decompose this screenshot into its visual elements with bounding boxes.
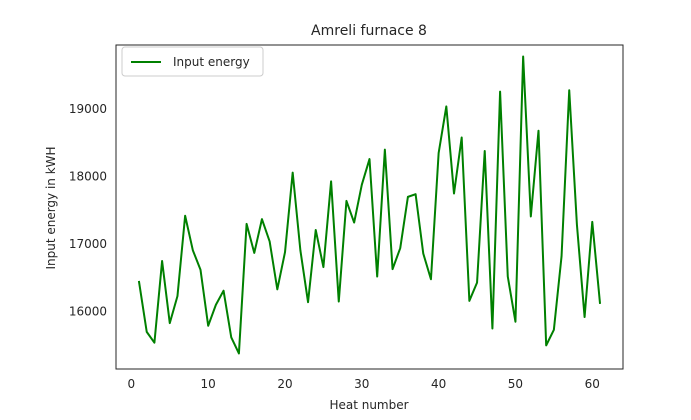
chart-title: Amreli furnace 8 bbox=[311, 23, 427, 39]
x-tick-label: 60 bbox=[585, 377, 600, 391]
plot-frame bbox=[115, 44, 624, 370]
y-tick-label: 19000 bbox=[69, 102, 107, 116]
series-line-input-energy bbox=[137, 55, 602, 355]
x-tick-label: 10 bbox=[201, 377, 216, 391]
legend-label-input-energy: Input energy bbox=[173, 55, 250, 69]
x-tick-label: 20 bbox=[277, 377, 292, 391]
y-axis-ticks: 16000 17000 18000 19000 bbox=[69, 102, 107, 319]
x-tick-label: 0 bbox=[128, 377, 136, 391]
plot-area bbox=[115, 44, 624, 370]
x-tick-label: 40 bbox=[431, 377, 446, 391]
x-tick-label: 50 bbox=[508, 377, 523, 391]
x-axis-label: Heat number bbox=[329, 398, 408, 412]
y-tick-label: 16000 bbox=[69, 305, 107, 319]
x-tick-label: 30 bbox=[354, 377, 369, 391]
x-axis-ticks: 0 10 20 30 40 50 60 bbox=[128, 377, 600, 391]
legend: Input energy bbox=[121, 46, 264, 77]
y-tick-label: 18000 bbox=[69, 170, 107, 184]
legend-box bbox=[121, 46, 264, 77]
y-axis-label: Input energy in kWH bbox=[44, 146, 58, 269]
y-tick-label: 17000 bbox=[69, 237, 107, 251]
